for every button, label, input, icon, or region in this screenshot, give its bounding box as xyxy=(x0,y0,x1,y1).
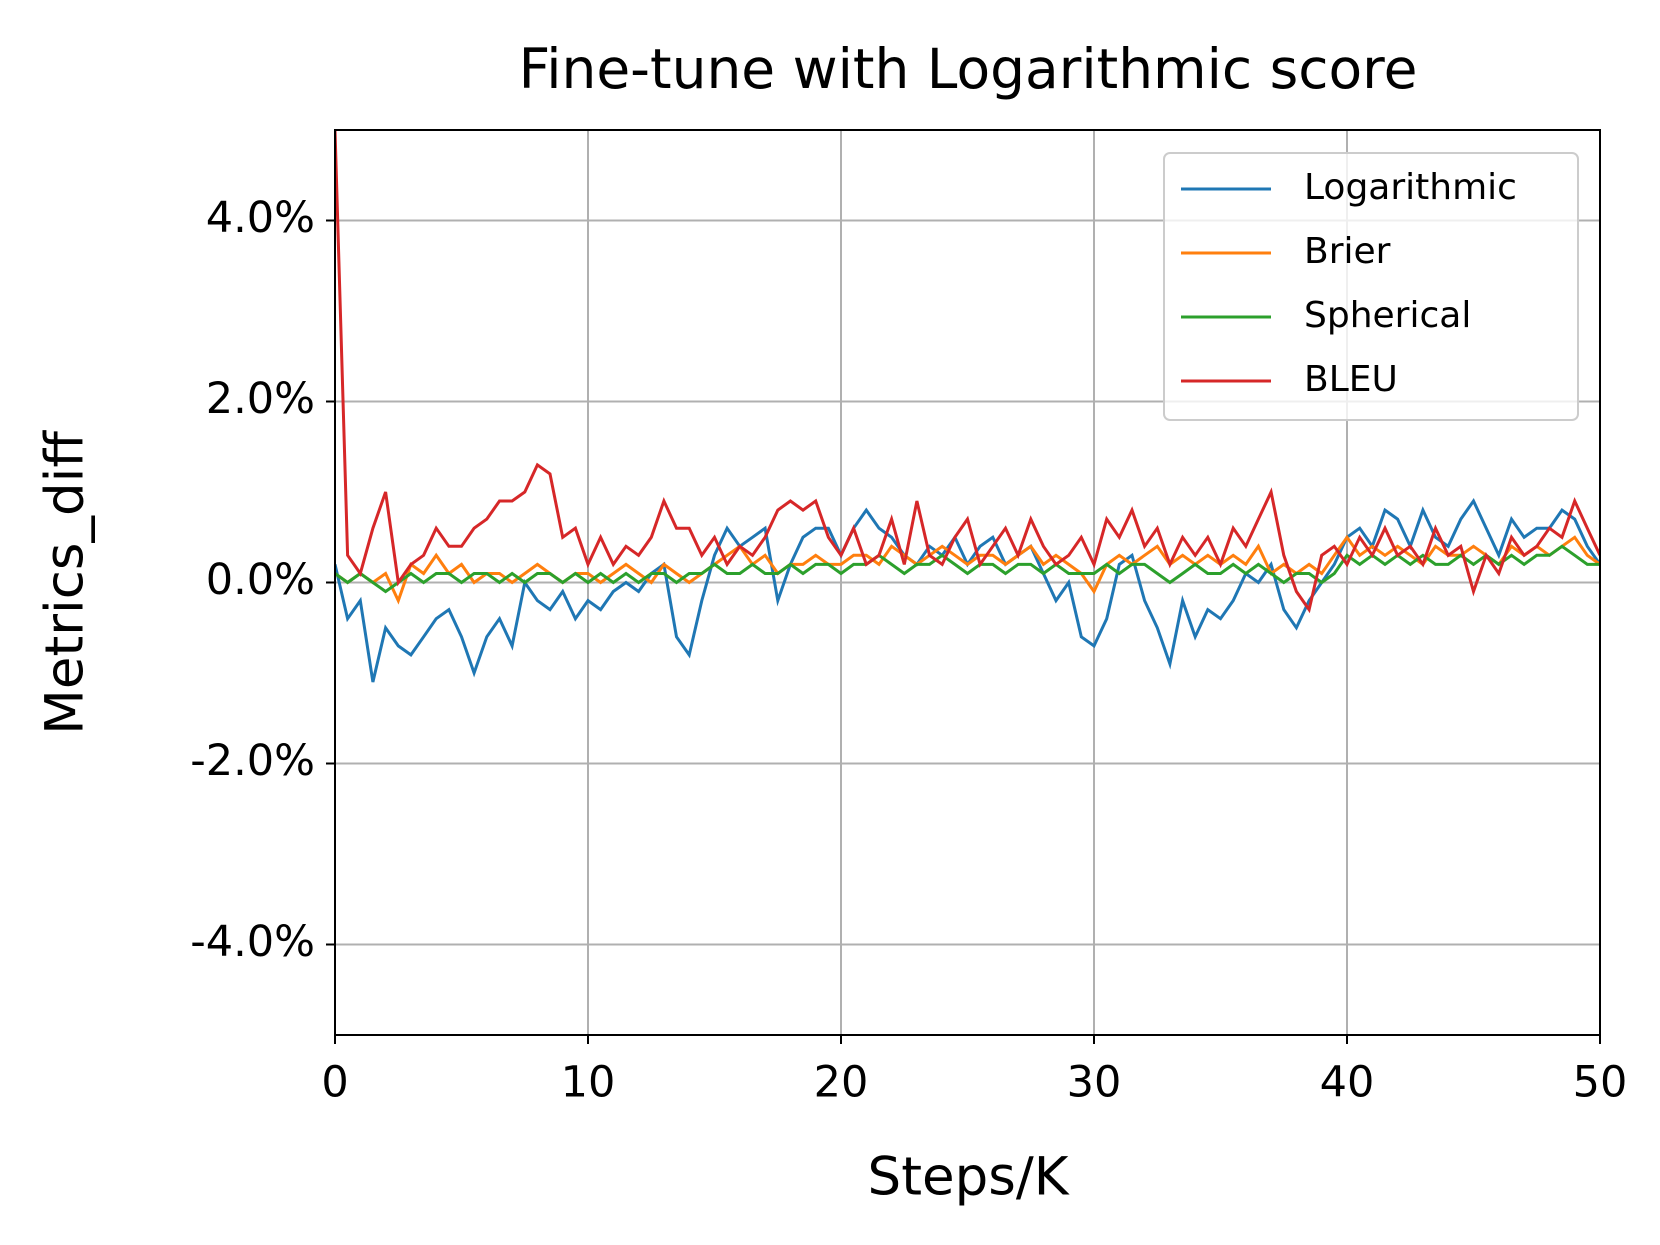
x-tick-label: 20 xyxy=(814,1058,869,1108)
series-line xyxy=(335,498,1600,683)
y-tick-label: 4.0% xyxy=(206,193,315,243)
y-tick-label: -4.0% xyxy=(190,917,315,967)
chart-title: Fine-tune with Logarithmic score xyxy=(519,37,1418,101)
series-line xyxy=(335,534,1600,605)
legend-label: Logarithmic xyxy=(1304,167,1517,208)
y-axis-label: Metrics_diff xyxy=(35,430,96,735)
legend-label: Spherical xyxy=(1304,295,1471,336)
x-axis-label: Steps/K xyxy=(868,1147,1070,1208)
x-tick-label: 50 xyxy=(1573,1058,1628,1108)
series-line xyxy=(335,544,1600,594)
legend-label: Brier xyxy=(1304,231,1391,272)
y-tick-label: 0.0% xyxy=(206,555,315,605)
x-tick-label: 0 xyxy=(321,1058,348,1108)
y-tick-label: -2.0% xyxy=(190,736,315,786)
x-tick-label: 10 xyxy=(561,1058,616,1108)
y-tick-label: 2.0% xyxy=(206,374,315,424)
series-line xyxy=(335,130,1600,614)
legend-box xyxy=(1163,152,1579,421)
legend-label: BLEU xyxy=(1304,359,1398,400)
x-tick-label: 40 xyxy=(1320,1058,1375,1108)
x-tick-label: 30 xyxy=(1067,1058,1122,1108)
plot-frame xyxy=(334,129,1601,1036)
